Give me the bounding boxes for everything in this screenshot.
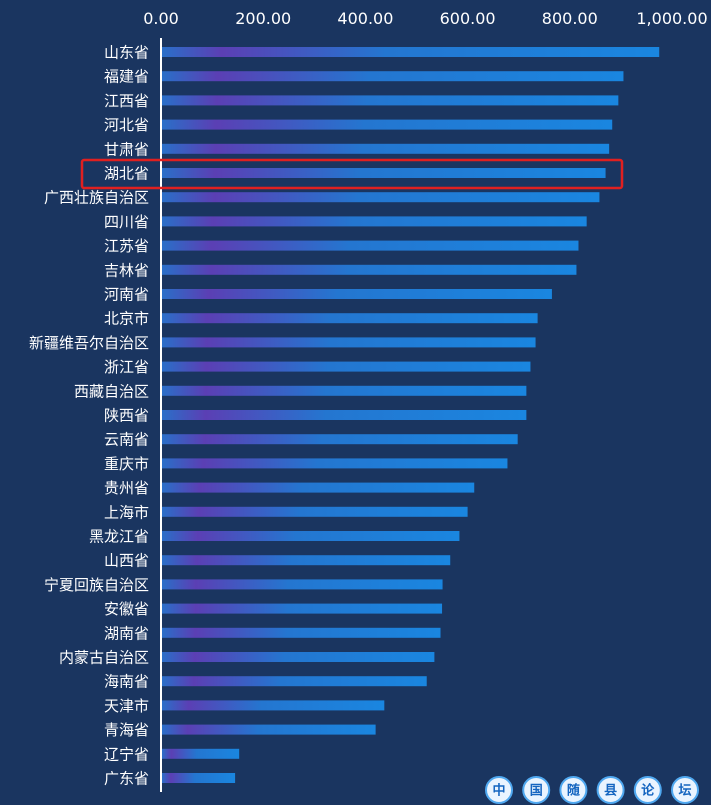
category-label: 新疆维吾尔自治区 [29, 334, 149, 352]
watermark: 中国随县论坛 [485, 776, 699, 804]
category-label: 北京市 [104, 310, 149, 328]
bar [162, 724, 376, 735]
x-tick-label: 200.00 [235, 9, 291, 28]
category-label: 江西省 [104, 92, 149, 110]
bar [162, 361, 531, 372]
watermark-char: 县 [604, 784, 617, 799]
x-tick-label: 0.00 [143, 9, 179, 28]
bar [162, 700, 385, 711]
bar [162, 192, 600, 203]
bar [162, 531, 460, 541]
x-tick-label: 1,000.00 [636, 9, 707, 28]
category-label: 四川省 [104, 213, 149, 231]
category-label: 贵州省 [104, 479, 149, 497]
category-label: 山东省 [104, 44, 149, 62]
category-label: 福建省 [104, 68, 149, 86]
bar [162, 506, 468, 517]
category-label: 天津市 [104, 697, 149, 715]
watermark-badge [671, 776, 699, 804]
category-label: 云南省 [104, 431, 149, 449]
bar [162, 119, 613, 130]
x-axis-ticks: 0.00 200.00 400.00 600.00 800.00 1,000.00 [143, 9, 707, 28]
category-label: 江苏省 [104, 237, 149, 255]
category-label: 海南省 [104, 673, 149, 691]
bar [162, 264, 577, 275]
watermark-char: 论 [641, 783, 655, 799]
bar [162, 627, 441, 638]
watermark-badge [633, 776, 662, 804]
bars [162, 47, 660, 783]
category-label: 陕西省 [104, 407, 149, 425]
category-label: 河南省 [104, 286, 149, 304]
bar [162, 240, 579, 251]
category-label: 西藏自治区 [74, 382, 149, 400]
category-label: 宁夏回族自治区 [44, 576, 149, 594]
bar [162, 434, 518, 445]
category-labels: 山东省福建省江西省河北省甘肃省湖北省广西壮族自治区四川省江苏省吉林省河南省北京市… [29, 44, 149, 788]
bar [162, 555, 451, 566]
category-label: 辽宁省 [104, 745, 149, 763]
category-label: 湖南省 [104, 624, 149, 642]
bar [162, 143, 610, 154]
bar [162, 652, 435, 662]
highlight-box [80, 158, 624, 190]
category-label: 山西省 [104, 552, 149, 570]
bar [162, 47, 660, 57]
category-label: 内蒙古自治区 [59, 649, 149, 667]
bar [162, 71, 624, 82]
bar [162, 168, 606, 178]
bar [162, 482, 475, 493]
x-tick-label: 800.00 [542, 9, 598, 28]
category-label: 浙江省 [104, 358, 149, 376]
category-label: 重庆市 [104, 455, 149, 473]
category-label: 河北省 [104, 116, 149, 134]
x-tick-label: 600.00 [440, 9, 496, 28]
category-label: 湖北省 [104, 165, 149, 183]
watermark-badge [485, 776, 513, 804]
category-label: 吉林省 [104, 261, 149, 279]
category-label: 上海市 [104, 503, 149, 521]
watermark-badge [559, 776, 588, 804]
bar [162, 579, 443, 590]
watermark-char: 国 [530, 784, 543, 799]
x-tick-label: 400.00 [337, 9, 393, 28]
category-label: 广东省 [104, 770, 149, 788]
watermark-badge [522, 776, 551, 804]
bar [162, 458, 508, 469]
bar [162, 676, 427, 687]
category-label: 广西壮族自治区 [44, 189, 149, 207]
category-label: 甘肃省 [104, 140, 149, 158]
category-label: 黑龙江省 [89, 528, 149, 546]
bar [162, 748, 240, 759]
bar [162, 289, 552, 299]
bar [162, 385, 527, 396]
bar [162, 410, 527, 420]
category-label: 安徽省 [104, 600, 149, 618]
watermark-char: 坛 [678, 783, 691, 799]
bar [162, 337, 536, 348]
watermark-badge [596, 776, 625, 804]
bar [162, 773, 236, 783]
bar [162, 313, 538, 324]
watermark-char: 中 [492, 783, 505, 799]
bar [162, 216, 587, 227]
category-label: 青海省 [104, 721, 149, 739]
watermark-char: 随 [567, 783, 580, 799]
bar [162, 95, 619, 106]
bar [162, 603, 443, 614]
